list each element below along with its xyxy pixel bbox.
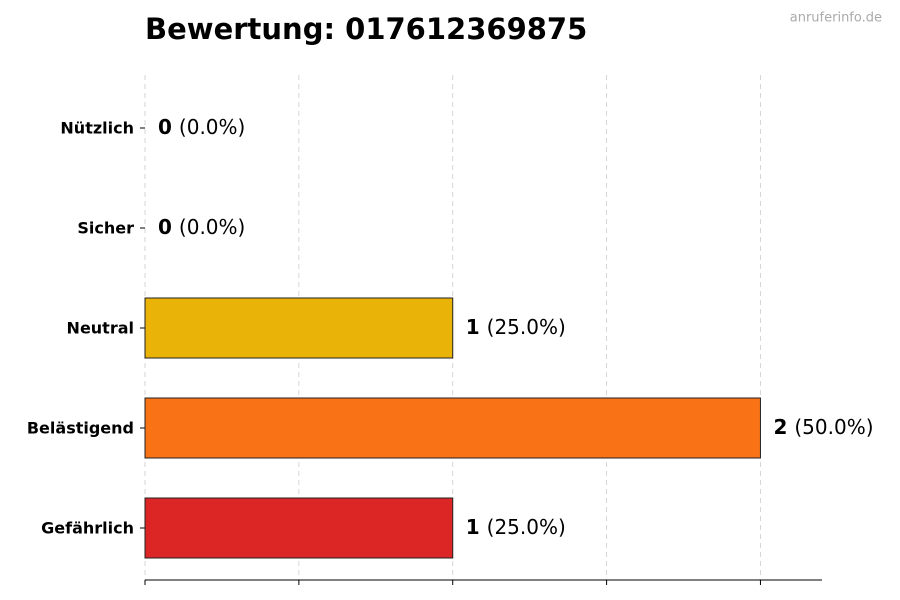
value-label: 0 (0.0%) bbox=[158, 215, 245, 239]
y-tick-label: Gefährlich bbox=[41, 519, 134, 538]
value-number: 0 bbox=[158, 115, 172, 139]
y-tick-label: Nützlich bbox=[60, 119, 134, 138]
y-tick-label: Sicher bbox=[77, 219, 134, 238]
share-label: (50.0%) bbox=[794, 415, 873, 439]
watermark: anruferinfo.de bbox=[790, 11, 882, 26]
y-tick-label: Belästigend bbox=[27, 419, 134, 438]
value-number: 1 bbox=[466, 315, 480, 339]
value-label: 1 (25.0%) bbox=[466, 515, 566, 539]
y-tick-label: Neutral bbox=[67, 319, 134, 338]
value-number: 0 bbox=[158, 215, 172, 239]
bar bbox=[144, 297, 454, 359]
share-label: (0.0%) bbox=[179, 215, 245, 239]
value-number: 1 bbox=[466, 515, 480, 539]
bar bbox=[144, 497, 454, 559]
value-label: 1 (25.0%) bbox=[466, 315, 566, 339]
share-label: (25.0%) bbox=[487, 315, 566, 339]
value-label: 0 (0.0%) bbox=[158, 115, 245, 139]
share-label: (0.0%) bbox=[179, 115, 245, 139]
value-label: 2 (50.0%) bbox=[773, 415, 873, 439]
share-label: (25.0%) bbox=[487, 515, 566, 539]
chart-title: Bewertung: 017612369875 bbox=[145, 12, 587, 46]
value-number: 2 bbox=[773, 415, 787, 439]
bar bbox=[144, 397, 761, 459]
